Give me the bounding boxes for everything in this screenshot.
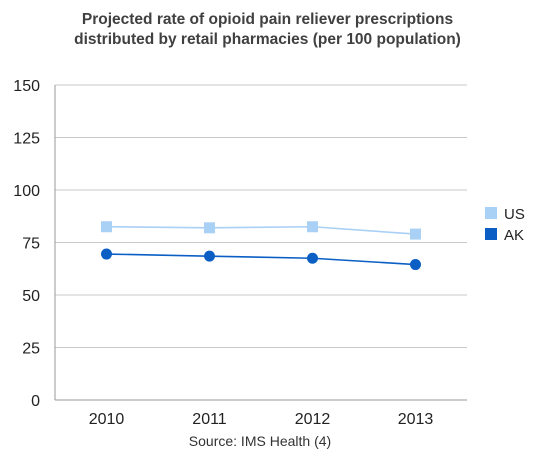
data-point: [204, 222, 215, 234]
chart-title-line-2: distributed by retail pharmacies (per 10…: [74, 31, 461, 48]
axes: [54, 85, 467, 401]
data-point: [101, 248, 112, 260]
legend-swatch: [485, 228, 497, 240]
data-point: [410, 259, 421, 271]
data-point: [307, 221, 318, 233]
legend-label: US: [504, 206, 525, 223]
y-tick-label: 50: [22, 288, 40, 305]
data-point: [101, 221, 112, 233]
data-point: [204, 250, 215, 262]
data-point: [410, 228, 421, 240]
series: [101, 221, 421, 271]
data-point: [307, 252, 318, 264]
series-line: [106, 253, 416, 266]
y-axis-tick-labels: 0 25 50 75 100 125 150: [13, 78, 40, 410]
gridlines: [55, 84, 467, 348]
y-tick-label: 125: [13, 131, 40, 148]
y-tick-label: 100: [13, 183, 40, 200]
legend: US AK: [485, 206, 525, 244]
y-tick-label: 75: [22, 236, 40, 253]
x-tick-label: 2011: [192, 411, 227, 428]
x-tick-label: 2010: [89, 411, 125, 428]
series-us: [101, 221, 421, 240]
series-line: [106, 225, 416, 235]
source-note: Source: IMS Health (4): [189, 433, 331, 449]
series-ak: [101, 248, 421, 271]
x-tick-label: 2012: [295, 411, 331, 428]
y-tick-label: 150: [13, 78, 40, 95]
legend-label: AK: [504, 227, 524, 244]
x-axis-tick-labels: 2010 2011 2012 2013: [89, 411, 434, 428]
y-tick-label: 0: [31, 393, 40, 410]
legend-swatch: [485, 207, 497, 219]
chart-title-line-1: Projected rate of opioid pain reliever p…: [81, 11, 454, 28]
chart-title: Projected rate of opioid pain reliever p…: [0, 10, 535, 50]
x-tick-label: 2013: [398, 411, 434, 428]
y-tick-label: 25: [22, 341, 40, 358]
